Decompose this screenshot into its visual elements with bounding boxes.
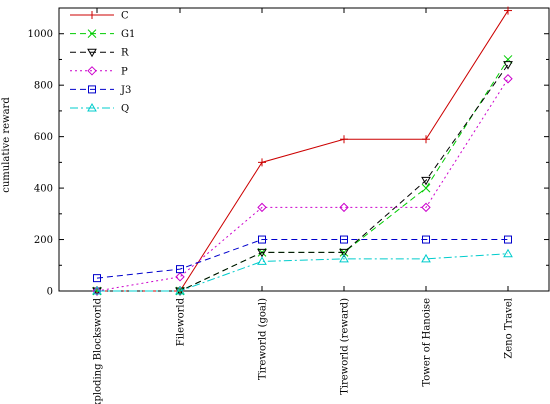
y-axis-label: cumulative reward: [1, 97, 12, 193]
data-point: [503, 74, 513, 84]
y-tick-label: 800: [34, 81, 53, 92]
data-point: [87, 66, 97, 76]
x-category-label: Tireworld (goal): [258, 298, 269, 380]
data-point: [258, 158, 266, 167]
series-line: [96, 239, 508, 279]
y-tick-label: 600: [34, 132, 53, 143]
series-q: [92, 248, 513, 295]
series-g1: [92, 55, 513, 296]
data-point: [339, 253, 349, 263]
data-point: [339, 248, 349, 258]
data-point: [93, 274, 101, 283]
axes: 0 200 400 600 800 1000 Exploding Blocksworld Fi…: [28, 7, 550, 404]
data-point: [340, 235, 348, 244]
data-point: [340, 135, 348, 144]
x-category-label: Fileworld: [176, 297, 187, 346]
x-category-label: Exploding Blocksworld: [93, 297, 104, 404]
series-line: [97, 253, 509, 292]
series-line: [96, 78, 509, 292]
y-tick-label: 0: [47, 287, 53, 298]
data-point: [175, 285, 185, 295]
data-point: [176, 265, 184, 274]
y-tick-label: 1000: [28, 29, 53, 40]
x-category-label: Zeno Travel: [504, 298, 515, 359]
data-point: [258, 235, 266, 244]
legend-label: Q: [121, 104, 129, 115]
x-category-label: Tower of Hanoise: [422, 298, 433, 387]
legend-item-j3: J3: [70, 85, 131, 96]
y-tick-label: 200: [34, 235, 53, 246]
data-point: [503, 55, 513, 64]
legend: C G1 RP J3 Q: [70, 11, 135, 115]
legend-item-c: C: [70, 11, 129, 22]
series-line: [97, 64, 509, 292]
data-point: [421, 176, 431, 186]
series-p: [92, 74, 513, 296]
data-point: [421, 202, 431, 213]
legend-label: G1: [121, 29, 135, 40]
data-point: [92, 285, 102, 295]
data-point: [88, 85, 96, 94]
data-point: [87, 48, 97, 58]
legend-item-p: P: [70, 66, 128, 77]
data-point: [422, 135, 430, 144]
data-point: [257, 256, 267, 265]
y-tick-label: 400: [34, 184, 53, 195]
legend-item-q: Q: [70, 102, 129, 115]
data-point: [92, 286, 102, 296]
series-j3: [93, 235, 512, 283]
series-line: [97, 59, 509, 292]
data-point: [257, 248, 267, 258]
plot-frame: [58, 7, 550, 292]
data-point: [421, 183, 431, 193]
data-point: [503, 61, 513, 70]
legend-label: C: [121, 11, 129, 22]
legend-item-g1: G1: [70, 29, 135, 40]
data-point: [257, 202, 267, 213]
data-point: [504, 6, 512, 15]
data-point: [421, 253, 431, 263]
series-layer: [92, 6, 513, 297]
data-point: [87, 102, 97, 112]
legend-label: P: [121, 66, 128, 77]
legend-label: J3: [120, 85, 131, 96]
data-point: [422, 235, 430, 244]
data-point: [175, 272, 185, 282]
legend-label: R: [121, 48, 129, 59]
data-point: [504, 235, 512, 244]
legend-item-r: R: [70, 48, 129, 59]
data-point: [88, 11, 96, 19]
series-c: [93, 6, 512, 295]
data-point: [87, 29, 97, 38]
data-point: [503, 248, 513, 258]
x-category-label: Tireworld (reward): [340, 298, 351, 395]
data-point: [339, 202, 349, 213]
